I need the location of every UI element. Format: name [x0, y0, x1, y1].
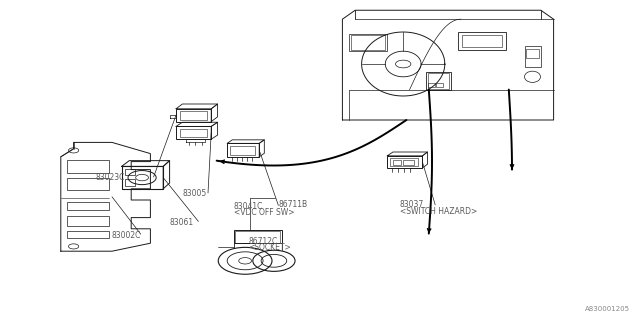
- Bar: [349, 34, 387, 51]
- Text: A830001205: A830001205: [586, 306, 630, 312]
- Bar: [67, 231, 109, 238]
- Bar: [230, 146, 255, 155]
- Bar: [526, 49, 539, 58]
- Text: <SWITCH HAZARD>: <SWITCH HAZARD>: [400, 207, 477, 216]
- Bar: [462, 35, 502, 47]
- Bar: [67, 178, 109, 190]
- Text: 86712C: 86712C: [248, 237, 278, 246]
- Text: 83041C: 83041C: [234, 202, 263, 211]
- Bar: [125, 179, 135, 186]
- Text: 83061: 83061: [170, 218, 194, 227]
- Bar: [176, 109, 211, 122]
- Bar: [393, 160, 401, 165]
- Bar: [458, 32, 506, 50]
- Bar: [227, 143, 259, 157]
- Text: <SOCKET>: <SOCKET>: [248, 244, 291, 252]
- Bar: [387, 156, 422, 168]
- Bar: [351, 35, 385, 50]
- Bar: [436, 83, 443, 87]
- Bar: [180, 111, 207, 120]
- Bar: [428, 83, 435, 87]
- Bar: [235, 231, 280, 243]
- Bar: [180, 129, 207, 137]
- Bar: [426, 72, 451, 90]
- Text: 83005: 83005: [182, 189, 207, 198]
- Bar: [67, 160, 109, 173]
- Bar: [125, 169, 135, 175]
- Text: 83002C: 83002C: [112, 231, 141, 240]
- Text: <VDC OFF SW>: <VDC OFF SW>: [234, 208, 294, 217]
- Text: 86711B: 86711B: [278, 200, 308, 209]
- Bar: [122, 166, 163, 189]
- Bar: [67, 216, 109, 226]
- Bar: [428, 73, 449, 89]
- Bar: [403, 160, 414, 165]
- Bar: [67, 202, 109, 210]
- Text: 83023C: 83023C: [95, 173, 125, 182]
- Bar: [234, 230, 282, 243]
- Bar: [525, 46, 541, 67]
- Bar: [390, 158, 418, 166]
- Text: 83037: 83037: [400, 200, 424, 209]
- Bar: [176, 126, 211, 139]
